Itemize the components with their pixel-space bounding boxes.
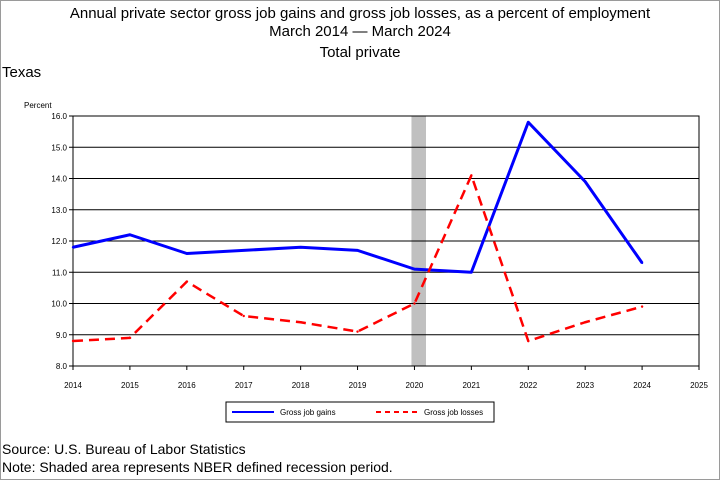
series-1-point bbox=[470, 174, 473, 177]
x-tick-label: 2022 bbox=[519, 381, 537, 390]
series-line-1 bbox=[72, 174, 643, 343]
source-note: Source: U.S. Bureau of Labor Statistics bbox=[2, 441, 246, 457]
footnotes: Source: U.S. Bureau of Labor Statistics … bbox=[2, 440, 393, 476]
series-1-point bbox=[242, 314, 245, 318]
x-tick-label: 2017 bbox=[235, 381, 253, 390]
y-tick-label: 13.0 bbox=[51, 206, 67, 215]
legend-label-0: Gross job gains bbox=[280, 408, 336, 417]
series-0-point bbox=[71, 246, 75, 249]
series-1-point bbox=[71, 339, 75, 343]
series-1-point bbox=[299, 321, 302, 324]
series-0-point bbox=[583, 180, 587, 183]
series-1-point bbox=[128, 336, 132, 340]
x-tick-label: 2020 bbox=[406, 381, 424, 390]
legend-box bbox=[225, 401, 495, 423]
series-1-point bbox=[527, 339, 530, 343]
y-tick-label: 16.0 bbox=[51, 112, 67, 121]
chart-title: Annual private sector gross job gains an… bbox=[69, 5, 651, 22]
x-tick-label: 2014 bbox=[64, 381, 82, 390]
y-tick-label: 11.0 bbox=[52, 268, 68, 277]
series-1-point bbox=[583, 321, 587, 324]
chart-subtitle-2: Total private bbox=[319, 44, 401, 61]
x-tick-label: 2023 bbox=[576, 381, 594, 390]
series-0-point bbox=[356, 249, 359, 252]
y-tick-label: 14.0 bbox=[51, 175, 67, 184]
recession-note: Note: Shaded area represents NBER define… bbox=[2, 459, 393, 475]
region-label: Texas bbox=[2, 64, 42, 81]
series-0-point bbox=[413, 267, 416, 271]
legend-label-1: Gross job losses bbox=[424, 408, 483, 417]
x-tick-label: 2015 bbox=[121, 381, 139, 390]
y-axis-label: Percent bbox=[24, 101, 52, 110]
y-tick-label: 10.0 bbox=[51, 300, 67, 309]
x-tick-label: 2021 bbox=[462, 381, 480, 390]
x-tick-label: 2019 bbox=[349, 381, 367, 390]
series-0-point bbox=[527, 121, 530, 124]
series-1-point bbox=[185, 280, 189, 283]
series-1-point bbox=[640, 305, 644, 308]
series-1-point bbox=[356, 330, 359, 333]
y-tick-label: 9.0 bbox=[56, 331, 68, 340]
series-line-0 bbox=[72, 120, 644, 274]
x-tick-label: 2024 bbox=[633, 381, 651, 390]
y-tick-label: 15.0 bbox=[51, 143, 67, 152]
series-0-point bbox=[185, 252, 189, 255]
series-0-point bbox=[128, 233, 132, 236]
series-1-point bbox=[413, 302, 416, 305]
series-0-point bbox=[470, 271, 473, 274]
x-tick-label: 2018 bbox=[292, 381, 310, 390]
x-tick-label: 2016 bbox=[178, 381, 196, 390]
y-tick-label: 8.0 bbox=[56, 362, 68, 371]
series-0-point bbox=[640, 261, 644, 265]
series-0-point bbox=[299, 246, 302, 249]
y-tick-label: 12.0 bbox=[51, 237, 67, 246]
chart-subtitle: March 2014 — March 2024 bbox=[269, 23, 451, 40]
x-tick-label: 2025 bbox=[690, 381, 708, 390]
